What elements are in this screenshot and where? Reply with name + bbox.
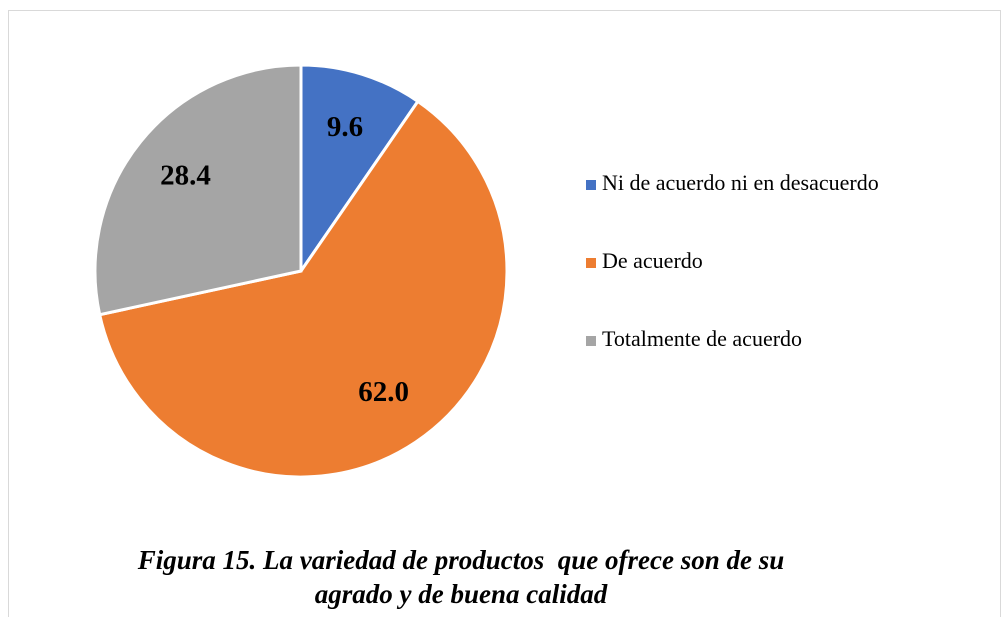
caption: Figura 15. La variedad de productos que … bbox=[137, 545, 791, 609]
pie-slice bbox=[93, 63, 303, 317]
legend-label: De acuerdo bbox=[602, 248, 703, 273]
legend-swatch bbox=[586, 180, 596, 190]
legend-label: Totalmente de acuerdo bbox=[602, 326, 802, 351]
legend-swatch bbox=[586, 258, 596, 268]
data-label: 28.4 bbox=[160, 160, 211, 192]
chart-frame bbox=[8, 10, 1001, 617]
legend-swatch bbox=[586, 336, 596, 346]
pie-slice bbox=[299, 63, 420, 276]
data-label: 9.6 bbox=[327, 111, 363, 143]
legend-label: Ni de acuerdo ni en desacuerdo bbox=[602, 170, 879, 195]
pie-slice bbox=[97, 99, 509, 479]
data-label: 62.0 bbox=[358, 376, 409, 408]
